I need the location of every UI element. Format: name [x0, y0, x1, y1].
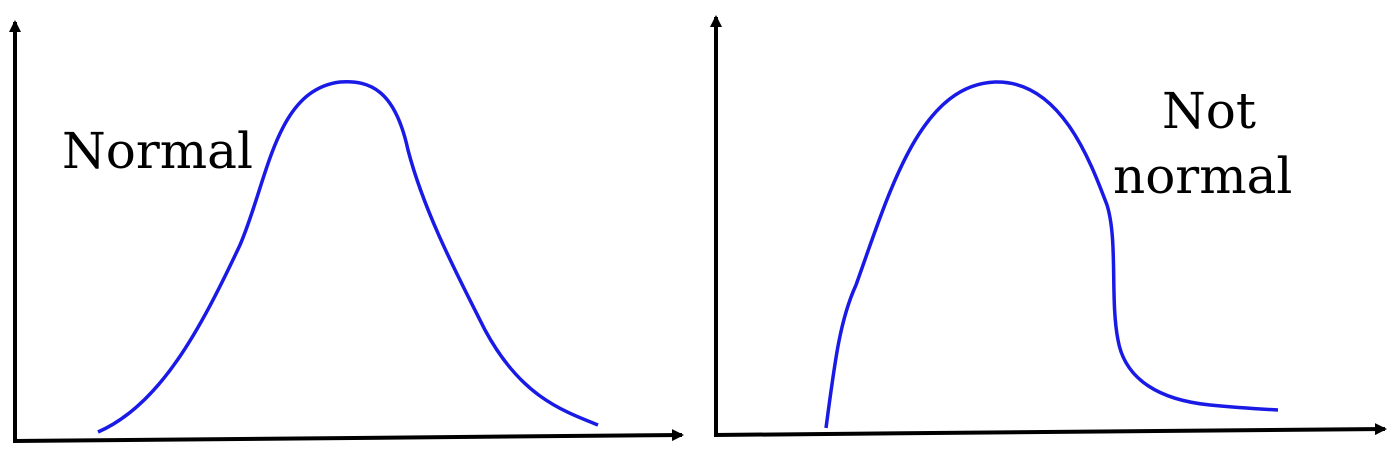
x-axis-right — [713, 423, 1387, 437]
not-normal-curve — [824, 80, 1279, 429]
not-normal-label-line-2: normal — [1113, 147, 1292, 205]
x-axis-left — [12, 429, 684, 443]
panel-normal: Normal — [9, 20, 684, 443]
normal-label: Normal — [62, 122, 253, 180]
not-normal-label-line-1: Not — [1162, 82, 1256, 140]
normal-curve — [97, 80, 599, 434]
panel-not-normal: Not normal — [710, 15, 1387, 437]
